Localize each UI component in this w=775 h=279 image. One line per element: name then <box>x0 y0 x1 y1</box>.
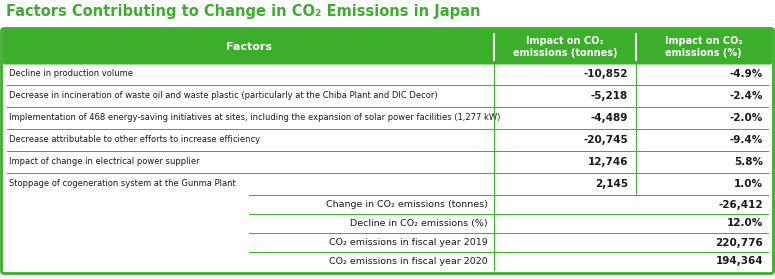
Text: Decline in CO₂ emissions (%): Decline in CO₂ emissions (%) <box>350 219 488 228</box>
Text: CO₂ emissions in fiscal year 2020: CO₂ emissions in fiscal year 2020 <box>329 257 488 266</box>
Text: Factors: Factors <box>226 42 272 52</box>
Text: -5,218: -5,218 <box>591 91 628 101</box>
Text: Decline in production volume: Decline in production volume <box>9 69 133 78</box>
Text: -4,489: -4,489 <box>591 113 628 123</box>
Text: 220,776: 220,776 <box>715 237 763 247</box>
Text: -2.4%: -2.4% <box>729 91 763 101</box>
FancyBboxPatch shape <box>3 30 772 64</box>
Text: Decrease in incineration of waste oil and waste plastic (particularly at the Chi: Decrease in incineration of waste oil an… <box>9 92 438 100</box>
Text: Change in CO₂ emissions (tonnes): Change in CO₂ emissions (tonnes) <box>326 200 488 209</box>
Text: 12,746: 12,746 <box>587 157 628 167</box>
Text: Decrease attributable to other efforts to increase efficiency: Decrease attributable to other efforts t… <box>9 136 260 145</box>
Text: 2,145: 2,145 <box>595 179 628 189</box>
Text: 5.8%: 5.8% <box>734 157 763 167</box>
Text: Impact of change in electrical power supplier: Impact of change in electrical power sup… <box>9 158 200 167</box>
Text: -2.0%: -2.0% <box>730 113 763 123</box>
Text: Impact on CO₂
emissions (%): Impact on CO₂ emissions (%) <box>665 36 742 58</box>
Text: -9.4%: -9.4% <box>730 135 763 145</box>
Text: Stoppage of cogeneration system at the Gunma Plant: Stoppage of cogeneration system at the G… <box>9 179 236 189</box>
Text: -26,412: -26,412 <box>718 199 763 210</box>
Text: -20,745: -20,745 <box>584 135 628 145</box>
Text: 12.0%: 12.0% <box>727 218 763 229</box>
Text: -4.9%: -4.9% <box>730 69 763 79</box>
Text: 1.0%: 1.0% <box>734 179 763 189</box>
Text: Factors Contributing to Change in CO₂ Emissions in Japan: Factors Contributing to Change in CO₂ Em… <box>6 4 480 19</box>
Text: CO₂ emissions in fiscal year 2019: CO₂ emissions in fiscal year 2019 <box>329 238 488 247</box>
Text: Implementation of 468 energy-saving initiatives at sites, including the expansio: Implementation of 468 energy-saving init… <box>9 114 501 122</box>
Text: -10,852: -10,852 <box>584 69 628 79</box>
Text: Impact on CO₂
emissions (tonnes): Impact on CO₂ emissions (tonnes) <box>513 36 617 58</box>
Text: 194,364: 194,364 <box>715 256 763 266</box>
FancyBboxPatch shape <box>2 28 773 273</box>
